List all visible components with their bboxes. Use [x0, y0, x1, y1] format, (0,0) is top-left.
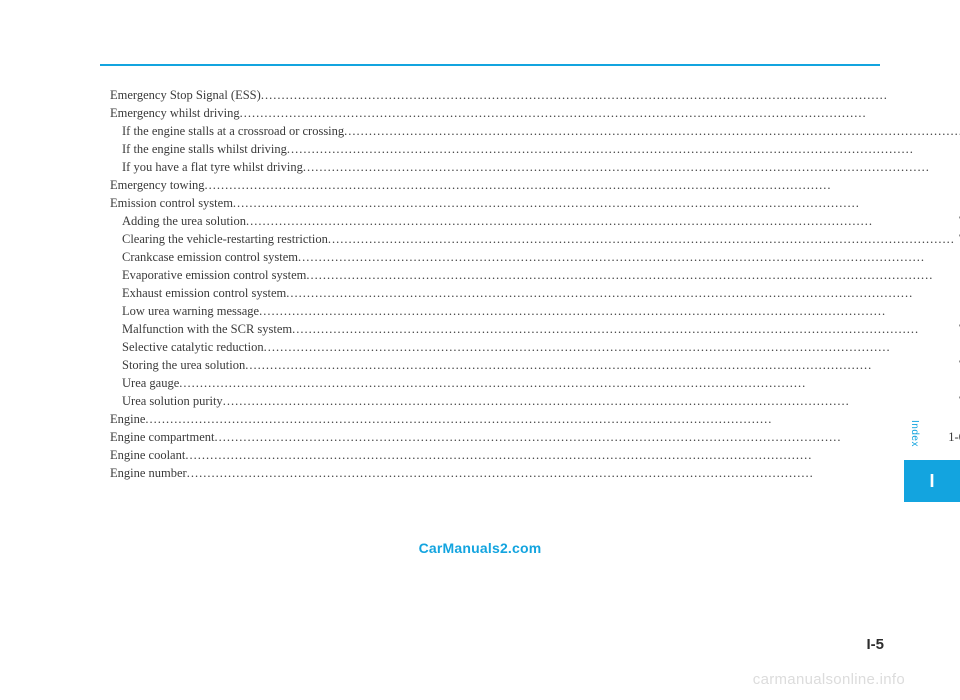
index-entry-label: Low urea warning message [122, 302, 259, 320]
index-entry-leader [145, 410, 960, 428]
index-entry-label: Clearing the vehicle-restarting restrict… [122, 230, 328, 248]
index-entry-leader [185, 446, 960, 464]
index-entry-leader [303, 158, 960, 176]
index-entry: Engine coolant7-20 [110, 446, 960, 464]
index-entry-leader [223, 392, 959, 410]
side-tab-letter: I [929, 471, 934, 492]
index-entry-leader [264, 338, 960, 356]
index-entry-label: Malfunction with the SCR system [122, 320, 292, 338]
index-entry-label: Crankcase emission control system [122, 248, 298, 266]
index-entry-leader [214, 428, 948, 446]
index-entry: Clearing the vehicle-restarting restrict… [110, 230, 960, 248]
side-tab-block: I [904, 460, 960, 502]
index-entry-label: Urea solution purity [122, 392, 223, 410]
index-entry: Engine number8-15 [110, 464, 960, 482]
index-entry-label: Urea gauge [122, 374, 179, 392]
index-entry: Evaporative emission control system7-92 [110, 266, 960, 284]
index-entry: Crankcase emission control system7-92 [110, 248, 960, 266]
index-entry-label: If the engine stalls whilst driving [122, 140, 287, 158]
index-entry: Emission control system7-92 [110, 194, 960, 212]
index-entry-leader [292, 320, 959, 338]
top-rule [100, 64, 880, 66]
index-entry-label: Engine compartment [110, 428, 214, 446]
watermark-carmanualsonline: carmanualsonline.info [753, 671, 905, 688]
index-entry-leader [259, 302, 960, 320]
index-entry-label: Exhaust emission control system [122, 284, 286, 302]
index-entry-leader [261, 86, 960, 104]
index-entry-label: Emergency whilst driving [110, 104, 240, 122]
index-entry-label: Adding the urea solution [122, 212, 246, 230]
index-entry-leader [233, 194, 960, 212]
index-entry: Selective catalytic reduction7-98 [110, 338, 960, 356]
index-entry-label: Emergency towing [110, 176, 205, 194]
index-entry-leader [286, 284, 960, 302]
index-entry: Malfunction with the SCR system7-100 [110, 320, 960, 338]
index-entry-label: Selective catalytic reduction [122, 338, 264, 356]
index-entry-label: If you have a flat tyre whilst driving [122, 158, 303, 176]
index-entry: Urea solution purity7-105 [110, 392, 960, 410]
index-entry-leader [240, 104, 960, 122]
index-entry: Adding the urea solution 7-102 [110, 212, 960, 230]
index-entry: Engine compartment 1-6, 7-3 [110, 428, 960, 446]
index-entry: Urea gauge7-98 [110, 374, 960, 392]
index-column-left: Emergency Stop Signal (ESS)5-66Emergency… [110, 86, 960, 482]
page-number: I-5 [866, 636, 884, 653]
index-entry: If the engine stalls whilst driving6-2 [110, 140, 960, 158]
index-entry-label: Emergency Stop Signal (ESS) [110, 86, 261, 104]
index-entry-leader [306, 266, 960, 284]
index-entry-label: If the engine stalls at a crossroad or c… [122, 122, 344, 140]
index-entry: If you have a flat tyre whilst driving 6… [110, 158, 960, 176]
index-page: Emergency Stop Signal (ESS)5-66Emergency… [0, 0, 960, 700]
index-entry: Exhaust emission control system7-93 [110, 284, 960, 302]
index-entry-label: Storing the urea solution [122, 356, 245, 374]
index-entry-leader [246, 212, 959, 230]
index-entry: Low urea warning message7-99 [110, 302, 960, 320]
index-entry-label: Engine coolant [110, 446, 185, 464]
watermark-carmanuals2: CarManuals2.com [419, 540, 542, 556]
index-entry-leader [344, 122, 960, 140]
index-entry: Emergency Stop Signal (ESS)5-66 [110, 86, 960, 104]
index-entry-leader [179, 374, 960, 392]
index-entry: If the engine stalls at a crossroad or c… [110, 122, 960, 140]
index-entry-label: Engine [110, 410, 145, 428]
index-entry: Emergency towing 6-44 [110, 176, 960, 194]
index-entry: Engine8-2 [110, 410, 960, 428]
index-entry-leader [328, 230, 959, 248]
index-entry-leader [245, 356, 958, 374]
index-entry-leader [298, 248, 960, 266]
index-entry-label: Evaporative emission control system [122, 266, 306, 284]
index-entry-ref: 1-6, 7-3 [948, 428, 960, 446]
index-entry: Storing the urea solution7-105 [110, 356, 960, 374]
index-entry-leader [287, 140, 960, 158]
index-entry-label: Engine number [110, 464, 187, 482]
index-entry-label: Emission control system [110, 194, 233, 212]
index-entry-leader [205, 176, 960, 194]
side-tab-label: Index [909, 420, 920, 447]
index-columns: Emergency Stop Signal (ESS)5-66Emergency… [110, 86, 870, 482]
index-entry: Emergency whilst driving6-2 [110, 104, 960, 122]
index-entry-leader [187, 464, 960, 482]
